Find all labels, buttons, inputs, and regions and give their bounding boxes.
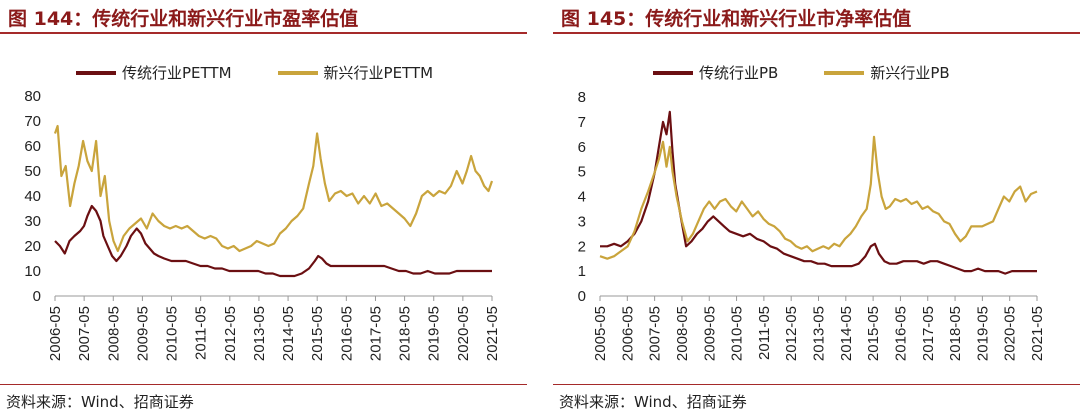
pb-chart-svg: 0 1 2 3 4 5 6 7 8 2005-05 2006-05 2007-05 2008-05 200…: [578, 89, 1046, 361]
x-tick-label: 2014-05: [838, 306, 855, 361]
x-tick-label: 2012-05: [783, 306, 800, 361]
legend-label-emerging: 新兴行业PETTM: [323, 64, 434, 82]
series-line-emerging: [599, 135, 1038, 260]
legend-swatch-emerging: [824, 70, 865, 75]
y-tick-label: 4: [578, 189, 586, 206]
legend-item-traditional: 传统行业PETTM: [76, 62, 232, 83]
series-line-traditional: [54, 204, 492, 278]
pe-chart-svg: 0 10 20 30 40 50 60 70 80 2006-05 2007-05 2008-05 20…: [24, 88, 501, 361]
x-tick-label: 2008-05: [674, 306, 691, 361]
pe-chart-panel: 图 144：传统行业和新兴行业市盈率估值 传统行业PETTM 新兴行业PETTM…: [0, 0, 527, 419]
legend-item-emerging: 新兴行业PETTM: [277, 62, 434, 83]
y-tick-label: 40: [24, 188, 41, 205]
y-tick-label: 5: [578, 164, 586, 181]
y-tick-label: 30: [24, 213, 41, 230]
x-tick-label: 2020-05: [455, 306, 472, 361]
source-note: 资料来源：Wind、招商证券: [6, 393, 194, 411]
y-tick-label: 70: [24, 113, 41, 130]
legend-label-traditional: 传统行业PETTM: [122, 64, 232, 82]
legend-swatch-traditional: [653, 70, 693, 75]
x-tick-label: 2013-05: [811, 306, 828, 361]
y-tick-label: 0: [33, 288, 41, 305]
y-tick-label: 50: [24, 163, 41, 180]
chart-title: 图 145：传统行业和新兴行业市净率估值: [561, 8, 912, 30]
y-tick-label: 60: [24, 138, 41, 155]
x-tick-label: 2006-05: [47, 306, 64, 361]
x-tick-label: 2011-05: [193, 306, 210, 360]
x-tick-label: 2018-05: [947, 306, 964, 361]
x-tick-label: 2015-05: [309, 306, 326, 361]
chart-title: 图 144：传统行业和新兴行业市盈率估值: [8, 8, 359, 30]
x-tick-label: 2005-05: [592, 306, 609, 361]
y-tick-label: 20: [24, 238, 41, 255]
legend-label-traditional: 传统行业PB: [699, 64, 779, 82]
y-tick-label: 7: [578, 114, 586, 131]
x-tick-label: 2021-05: [484, 306, 501, 361]
x-tick-label: 2015-05: [865, 306, 882, 361]
legend-item-traditional: 传统行业PB: [653, 62, 778, 83]
x-tick-label: 2021-05: [1029, 306, 1046, 361]
title-rule: [0, 32, 527, 34]
x-tick-label: 2010-05: [729, 306, 746, 361]
x-tick-label: 2017-05: [367, 306, 384, 361]
x-tick-label: 2008-05: [105, 306, 122, 361]
legend-label-emerging: 新兴行业PB: [870, 64, 950, 82]
x-tick-label: 2007-05: [76, 306, 93, 361]
x-tick-label: 2010-05: [164, 306, 181, 361]
x-tick-label: 2014-05: [280, 306, 297, 361]
y-tick-label: 80: [24, 88, 41, 105]
source-rule: [553, 384, 1080, 385]
x-tick-label: 2009-05: [701, 306, 718, 361]
series-line-traditional: [600, 110, 1037, 275]
x-tick-label: 2011-05: [756, 306, 773, 360]
x-tick-label: 2017-05: [920, 306, 937, 361]
legend-item-emerging: 新兴行业PB: [824, 62, 950, 83]
x-tick-label: 2019-05: [426, 306, 443, 361]
source-rule: [0, 384, 527, 385]
y-tick-label: 8: [578, 89, 586, 106]
y-tick-label: 2: [578, 238, 586, 255]
x-tick-label: 2020-05: [1002, 306, 1019, 361]
series-line-emerging: [53, 124, 494, 253]
x-tick-label: 2006-05: [619, 306, 636, 361]
chart-legend: 传统行业PB 新兴行业PB: [653, 62, 996, 83]
x-tick-label: 2013-05: [251, 306, 268, 361]
x-tick-label: 2018-05: [397, 306, 414, 361]
y-tick-label: 6: [578, 139, 586, 156]
y-tick-label: 0: [578, 288, 586, 305]
x-tick-label: 2007-05: [647, 306, 664, 361]
legend-swatch-emerging: [277, 70, 318, 75]
x-tick-label: 2016-05: [338, 306, 355, 361]
y-tick-label: 1: [578, 263, 586, 280]
chart-legend: 传统行业PETTM 新兴行业PETTM: [76, 62, 479, 83]
x-tick-label: 2009-05: [134, 306, 151, 361]
x-tick-label: 2019-05: [974, 306, 991, 361]
y-tick-label: 3: [578, 213, 586, 230]
x-tick-label: 2016-05: [892, 306, 909, 361]
x-tick-label: 2012-05: [222, 306, 239, 361]
source-note: 资料来源：Wind、招商证券: [559, 393, 747, 411]
pb-chart-panel: 图 145：传统行业和新兴行业市净率估值 传统行业PB 新兴行业PB 0 1 2 3 4…: [553, 0, 1080, 419]
y-tick-label: 10: [24, 263, 41, 280]
title-rule: [553, 32, 1080, 34]
legend-swatch-traditional: [76, 70, 116, 75]
